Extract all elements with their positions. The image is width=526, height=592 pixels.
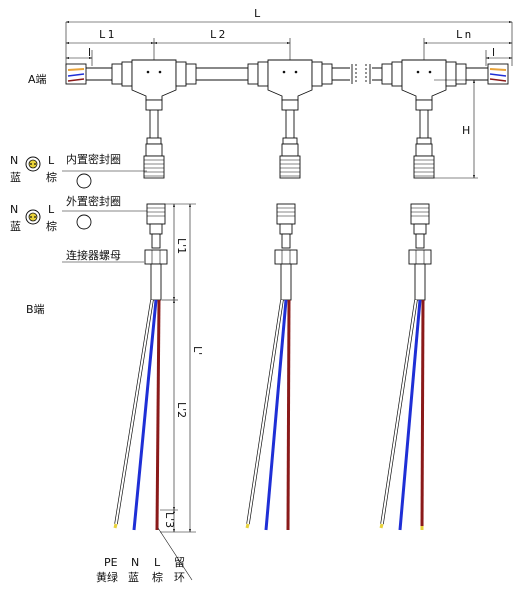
b-end-wires-2 xyxy=(245,299,291,531)
svg-text:N: N xyxy=(10,154,18,167)
wire-label-strip-a: 留 xyxy=(174,556,185,569)
seal-outer-legend: N L 蓝 棕 外置密封圈 xyxy=(10,194,147,233)
wire-legend: PE 黄绿 N 蓝 L 棕 留 环 xyxy=(96,556,185,584)
svg-text:L: L xyxy=(48,203,55,216)
wire-label-l: L xyxy=(154,556,161,569)
t-junction-2 xyxy=(247,59,333,179)
dim-label-height: H xyxy=(462,124,470,137)
dimension-total-length: L xyxy=(65,7,513,66)
dimension-l-small-left: l xyxy=(65,46,93,66)
b-end-wires-3 xyxy=(379,299,425,531)
t-junction-1 xyxy=(111,59,197,179)
dimension-height: H xyxy=(434,79,478,179)
dim-label-lp3: L'3 xyxy=(163,512,176,528)
a-end-wires xyxy=(65,63,87,85)
dim-label-total: L xyxy=(254,7,263,20)
connector-nut-label: 连接器螺母 xyxy=(62,249,144,263)
dim-label-lp: L' xyxy=(191,346,204,355)
svg-text:连接器螺母: 连接器螺母 xyxy=(66,249,121,262)
b-end-plug-1 xyxy=(144,203,168,301)
strip-leader-line xyxy=(157,527,193,581)
dim-label-l-right: l xyxy=(492,46,495,59)
wire-label-n-color: 蓝 xyxy=(128,571,139,584)
dim-label-lp2: L'2 xyxy=(175,402,188,418)
wire-label-n: N xyxy=(131,556,139,569)
dim-label-l1: L1 xyxy=(99,28,116,41)
wire-label-pe-color: 黄绿 xyxy=(96,570,118,584)
svg-text:N: N xyxy=(10,203,18,216)
svg-text:棕: 棕 xyxy=(46,170,57,184)
dim-label-l-left: l xyxy=(88,46,91,59)
wire-label-strip-b: 环 xyxy=(174,571,185,584)
t-junction-3 xyxy=(381,59,467,179)
svg-text:蓝: 蓝 xyxy=(10,171,21,184)
svg-text:L: L xyxy=(48,154,55,167)
wire-label-pe: PE xyxy=(104,556,118,569)
seal-outer-label: 外置密封圈 xyxy=(66,194,121,208)
svg-text:蓝: 蓝 xyxy=(10,220,21,233)
b-end-wires-1 xyxy=(113,299,161,531)
dim-label-l2: L2 xyxy=(210,28,227,41)
b-end-plug-3 xyxy=(408,203,432,301)
seal-inner-label: 内置密封圈 xyxy=(66,152,121,166)
dimension-l-small-right: l xyxy=(485,46,513,66)
seal-inner-legend: N L 蓝 棕 内置密封圈 xyxy=(10,152,147,189)
b-end-label: B端 xyxy=(26,303,45,316)
wire-label-l-color: 棕 xyxy=(152,570,163,584)
dim-label-ln: Ln xyxy=(456,28,473,41)
dimension-vertical: L'1 L'2 L'3 L' xyxy=(160,203,204,533)
b-end-plug-2 xyxy=(274,203,298,301)
a-end-label: A端 xyxy=(28,73,47,86)
svg-text:棕: 棕 xyxy=(46,219,57,233)
dim-label-lp1: L'1 xyxy=(175,238,188,254)
dimension-l2: L2 xyxy=(153,28,291,66)
z-end-wires xyxy=(487,63,509,85)
